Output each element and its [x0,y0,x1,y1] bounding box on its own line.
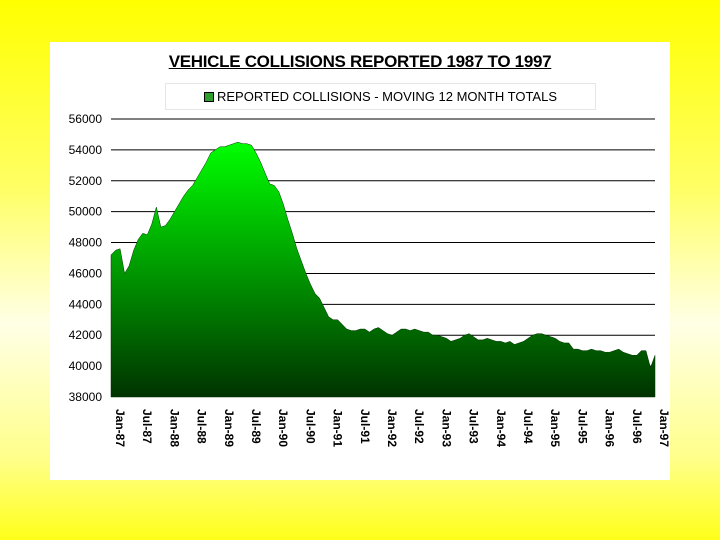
y-tick-label: 38000 [69,390,103,404]
y-tick-label: 44000 [69,297,103,311]
y-tick-label: 42000 [69,328,103,342]
y-tick-label: 50000 [69,205,103,219]
x-tick-label: Jan-95 [548,409,562,447]
x-axis: Jan-87 Jul-87 Jan-88 Jul-88 Jan-89 Jul-89 Jan-… [113,409,671,447]
x-tick-label: Jul-90 [303,409,317,444]
series-area [110,141,656,398]
x-tick-label: Jul-96 [630,409,644,444]
x-tick-label: Jan-92 [385,409,399,447]
chart-legend: REPORTED COLLISIONS - MOVING 12 MONTH TO… [165,83,596,110]
x-tick-label: Jan-94 [494,409,508,447]
x-tick-label: Jan-93 [439,409,453,447]
x-tick-label: Jul-93 [467,409,481,444]
y-tick-label: 40000 [69,359,103,373]
x-tick-label: Jan-90 [276,409,290,447]
y-tick-label: 52000 [69,174,103,188]
y-tick-label: 54000 [69,143,103,157]
x-tick-label: Jan-88 [167,409,181,447]
x-tick-label: Jul-91 [358,409,372,444]
x-tick-label: Jul-95 [575,409,589,444]
x-tick-label: Jan-87 [113,409,127,447]
x-tick-label: Jul-94 [521,409,535,444]
x-tick-label: Jul-89 [249,409,263,444]
x-tick-label: Jan-89 [222,409,236,447]
x-tick-label: Jan-97 [657,409,671,447]
legend-swatch [204,91,214,102]
y-tick-label: 56000 [69,112,103,126]
y-tick-label: 48000 [69,236,103,250]
x-tick-label: Jan-96 [603,409,617,447]
x-tick-label: Jul-92 [412,409,426,444]
x-tick-label: Jan-91 [331,409,345,447]
legend-label: REPORTED COLLISIONS - MOVING 12 MONTH TO… [217,89,557,104]
x-tick-label: Jul-87 [140,409,154,444]
x-tick-label: Jul-88 [195,409,209,444]
y-tick-label: 46000 [69,266,103,280]
area-layer [110,141,656,398]
y-axis: 38000 40000 42000 44000 46000 48000 50000 52000… [69,112,103,404]
chart-title: VEHICLE COLLISIONS REPORTED 1987 TO 1997 [168,52,552,71]
